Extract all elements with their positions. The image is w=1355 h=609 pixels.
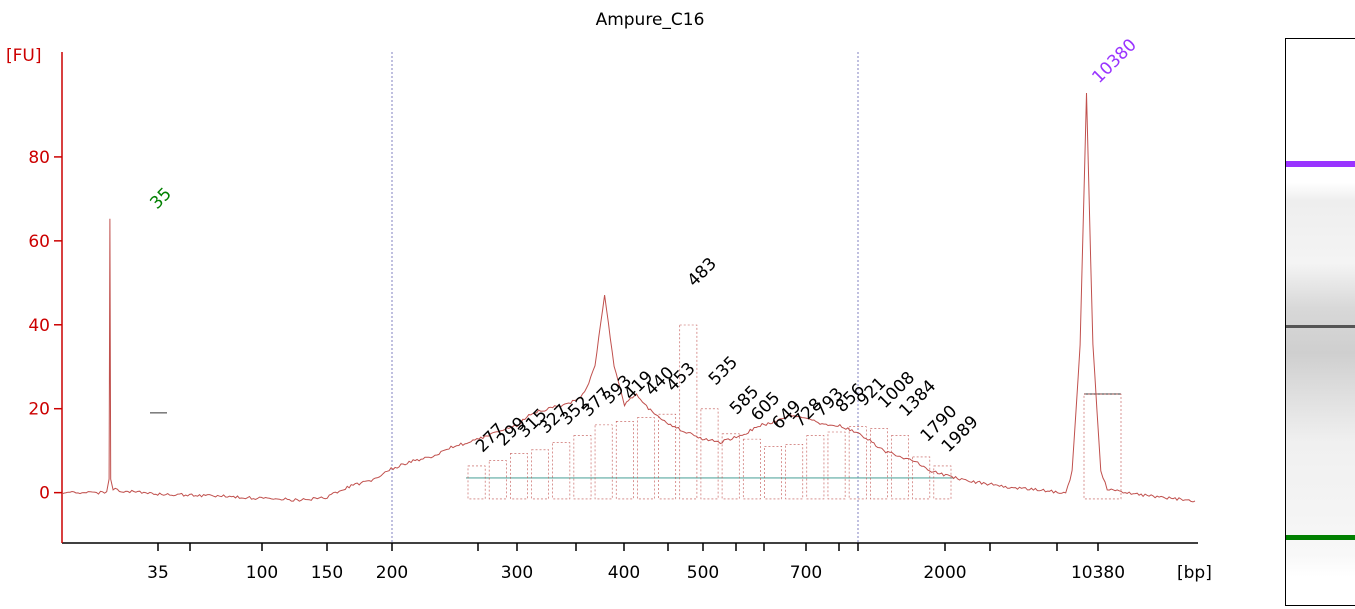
main-peak-band [1286, 325, 1355, 328]
peak-bin [552, 442, 571, 500]
peak-label: 453 [663, 359, 700, 396]
peak-bin [467, 465, 486, 500]
peak-bin [531, 449, 549, 500]
fluorescence-trace [61, 92, 1196, 503]
upper-marker-band [1286, 161, 1355, 167]
y-tick-label: 20 [28, 400, 50, 420]
x-tick-label: 500 [687, 563, 719, 583]
peak-bin [658, 413, 677, 500]
peak-bin [679, 324, 698, 500]
marker-bin [1083, 393, 1122, 500]
lower-marker-band [1286, 535, 1355, 540]
x-tick-label: 10380 [1071, 563, 1125, 583]
x-tick-label: 400 [608, 563, 640, 583]
peak-bin [764, 445, 782, 500]
peak-bin [510, 453, 528, 500]
chart-title: Ampure_C16 [596, 10, 705, 30]
peak-bin [573, 435, 592, 500]
peak-label: 535 [705, 352, 742, 389]
peak-bin [806, 435, 825, 500]
y-tick-label: 80 [28, 148, 50, 168]
peak-bin [700, 408, 719, 500]
x-axis-label: [bp] [1177, 563, 1212, 583]
y-tick-label: 40 [28, 316, 50, 336]
x-tick-label: 150 [311, 563, 343, 583]
peak-bin [488, 460, 507, 500]
y-tick-label: 60 [28, 232, 50, 252]
marker-label: 35 [146, 184, 175, 213]
peak-bin [594, 424, 613, 500]
gel-lane [1286, 129, 1355, 577]
y-axis-ticks: 0 20 40 60 80 [28, 148, 62, 504]
peak-bin [891, 435, 909, 500]
peak-bin [615, 420, 634, 500]
peak-bin [848, 426, 867, 500]
peak-bin [742, 438, 761, 500]
gel-image [1285, 38, 1355, 606]
peak-bin [637, 417, 655, 500]
marker-peaks: 35 10380 [146, 35, 1140, 213]
peak-label: 483 [684, 254, 721, 291]
marker-label: 10380 [1088, 35, 1140, 87]
peak-bin [912, 456, 931, 500]
x-axis-ticks: 35 100 150 200 300 400 500 700 2000 10380 [147, 543, 1125, 583]
x-tick-label: 300 [501, 563, 533, 583]
gel-smear [1286, 129, 1355, 577]
y-axis-label: [FU] [6, 46, 42, 66]
peak-bin [827, 431, 846, 500]
x-tick-label: 100 [246, 563, 278, 583]
y-tick-label: 0 [39, 484, 50, 504]
x-tick-label: 35 [147, 563, 169, 583]
peak-integration-bins [150, 324, 1122, 500]
peak-bin [933, 465, 952, 500]
peak-bin [785, 444, 804, 500]
x-tick-label: 2000 [923, 563, 966, 583]
peak-bin [721, 433, 740, 500]
x-tick-label: 700 [790, 563, 822, 583]
x-tick-label: 200 [376, 563, 408, 583]
peak-bin [870, 428, 888, 500]
peak-labels: 2772993153273523773934194404534835355856… [472, 254, 983, 457]
